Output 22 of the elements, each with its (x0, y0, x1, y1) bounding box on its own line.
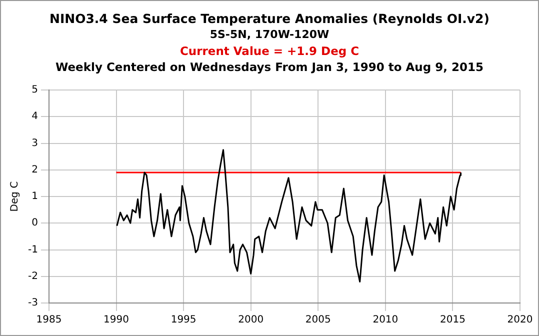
y-axis-title: Deg C (10, 181, 21, 212)
y-tick-label: -3 (28, 298, 38, 309)
text: Weekly Centered on Wednesdays From Jan 3, 1990 to Aug 9, 2015 (54, 59, 484, 75)
y-tick-label: -2 (28, 270, 38, 282)
x-tick-label: 2015 (440, 314, 466, 326)
y-tick-label: 0 (32, 218, 38, 229)
y-tick-label: 3 (32, 138, 38, 149)
y-tick-label: 2 (32, 164, 38, 176)
x-tick-label: 2000 (238, 314, 264, 326)
x-tick-label: 1985 (36, 314, 62, 326)
y-tick-label: 1 (32, 191, 38, 202)
x-tick-label: 2010 (372, 314, 398, 326)
x-tick-label: 2020 (507, 314, 533, 326)
x-tick-label: 1990 (104, 314, 129, 326)
y-tick-label: -1 (28, 244, 38, 256)
x-tick-label: 2005 (305, 314, 331, 326)
x-tick-label: 1995 (170, 314, 196, 326)
chart-subtitle: 5S-5N, 170W-120W (208, 27, 330, 43)
chart-title: NINO3.4 Sea Surface Temperature Anomalies (Reynolds OI.v2) (48, 11, 490, 27)
y-tick-label: 5 (32, 84, 38, 96)
text: Current Value = +1.9 Deg C (178, 43, 360, 59)
y-tick-label: 4 (32, 111, 38, 122)
